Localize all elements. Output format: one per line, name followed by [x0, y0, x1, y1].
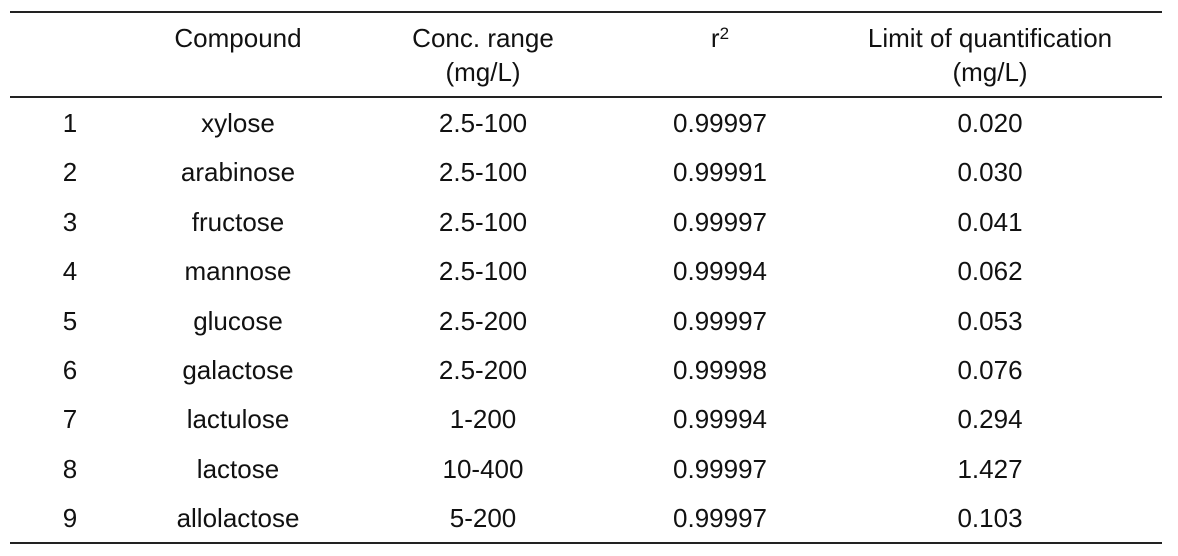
conc-range: 10-400 — [442, 453, 524, 484]
row-number: 5 — [62, 305, 78, 336]
header-cell: (mg/L) — [445, 57, 521, 87]
r-squared: 0.99997 — [673, 305, 767, 336]
loq: 0.076 — [957, 355, 1023, 385]
row-number: 3 — [62, 206, 78, 237]
r-squared: 0.99997 — [673, 503, 767, 534]
r-squared: 0.99997 — [673, 453, 767, 484]
header-cell: Limit of quantification — [867, 23, 1113, 53]
conc-range: 2.5-100 — [438, 256, 528, 287]
compound: galactose — [182, 355, 294, 385]
r-squared: 0.99998 — [673, 355, 767, 385]
loq: 1.427 — [957, 453, 1023, 484]
r-squared: 0.99994 — [673, 404, 767, 435]
compound: lactulose — [186, 404, 290, 435]
conc-range: 2.5-100 — [438, 206, 528, 237]
loq: 0.020 — [957, 108, 1023, 138]
compound: allolactose — [176, 503, 300, 534]
header-text: r — [710, 23, 720, 53]
r-squared: 0.99997 — [673, 206, 767, 237]
row-number: 7 — [62, 404, 78, 435]
header-cell: r2 — [711, 21, 729, 55]
loq: 0.062 — [957, 256, 1023, 287]
header-cell: Compound — [174, 23, 302, 53]
row-number: 6 — [62, 355, 78, 385]
loq: 0.294 — [957, 404, 1023, 435]
conc-range: 2.5-200 — [438, 355, 528, 385]
conc-range: 2.5-200 — [438, 305, 528, 336]
compound: mannose — [184, 256, 292, 287]
top-rule — [10, 11, 1162, 13]
row-number: 4 — [62, 256, 78, 287]
r-squared: 0.99991 — [673, 157, 767, 188]
superscript: 2 — [719, 24, 730, 43]
row-number: 9 — [62, 503, 78, 534]
conc-range: 2.5-100 — [438, 157, 528, 188]
header-cell: (mg/L) — [952, 57, 1028, 87]
loq: 0.041 — [957, 206, 1023, 237]
compound: arabinose — [180, 157, 296, 188]
loq: 0.030 — [957, 157, 1023, 188]
row-number: 1 — [62, 108, 78, 138]
compound: fructose — [191, 206, 285, 237]
r-squared: 0.99994 — [673, 256, 767, 287]
compound: glucose — [193, 305, 283, 336]
header-rule — [10, 96, 1162, 98]
conc-range: 2.5-100 — [438, 108, 528, 138]
row-number: 2 — [62, 157, 78, 188]
loq: 0.053 — [957, 305, 1023, 336]
compound: xylose — [201, 108, 275, 138]
header-cell: Conc. range — [412, 23, 554, 53]
row-number: 8 — [62, 453, 78, 484]
r-squared: 0.99997 — [673, 108, 767, 138]
compound: lactose — [196, 453, 280, 484]
conc-range: 1-200 — [449, 404, 517, 435]
loq: 0.103 — [957, 503, 1023, 534]
conc-range: 5-200 — [449, 503, 517, 534]
bottom-rule — [10, 542, 1162, 544]
